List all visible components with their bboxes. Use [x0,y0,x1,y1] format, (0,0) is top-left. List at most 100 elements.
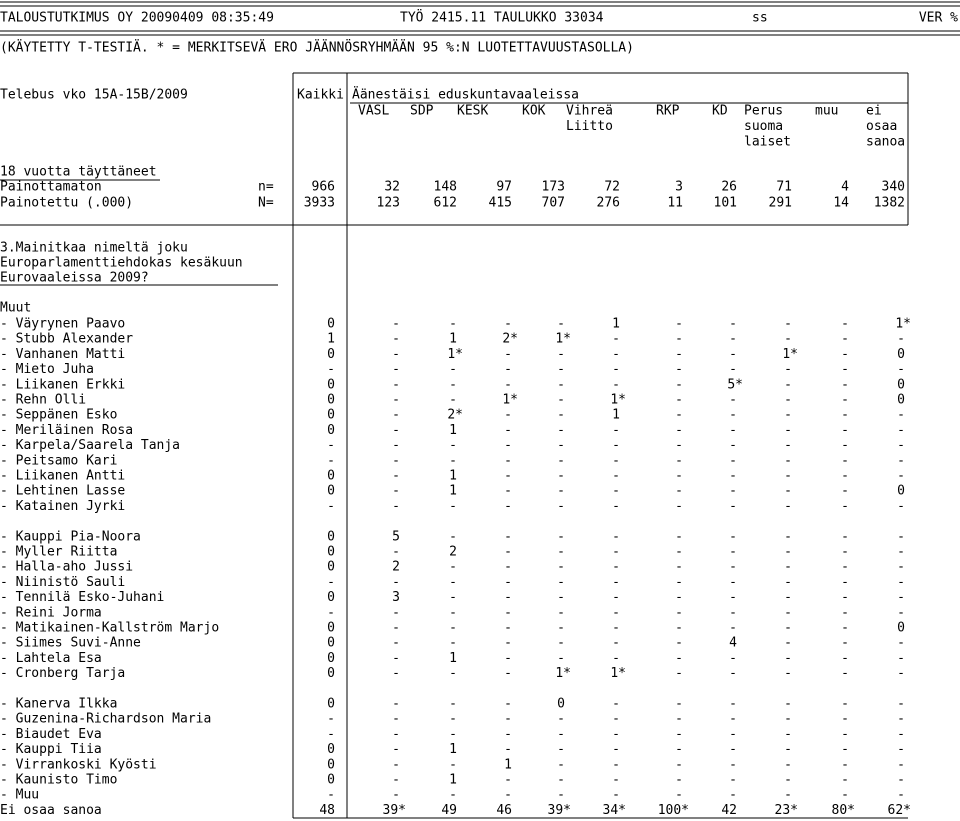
cell: - [675,377,683,392]
cell: - [612,727,620,742]
cell: - [557,757,565,772]
column-header: KOK [522,104,546,119]
cell: 3 [392,590,400,605]
cell: - [841,727,849,742]
cell: - [729,621,737,636]
cell: - [392,773,400,788]
cell: - [675,545,683,560]
cell: - [392,438,400,453]
column-header: Liitto [566,119,613,134]
column-header: VASL [358,104,389,119]
cell: 49 [441,803,457,818]
row-label: - Katainen Jyrki [0,499,125,514]
cell: - [729,347,737,362]
cell: - [784,545,792,560]
cell: - [784,651,792,666]
cell: - [612,499,620,514]
cell: - [392,453,400,468]
cell: 5 [392,529,400,544]
row-label: - Halla-aho Jussi [0,560,133,575]
cell: 1* [610,666,626,681]
cell: - [504,605,512,620]
column-header: KESK [457,104,488,119]
row-label: - Liikanen Erkki [0,377,125,392]
cell: - [392,651,400,666]
row-label: - Vanhanen Matti [0,347,125,362]
column-header: suoma [744,119,783,134]
cell: - [784,438,792,453]
cell: 4 [841,180,849,195]
cell: - [392,697,400,712]
cell: - [841,453,849,468]
cell: 707 [542,196,565,211]
cell: - [841,621,849,636]
cell: - [897,651,905,666]
total-label: Kaikki [297,88,344,103]
cell: - [841,393,849,408]
cell: 46 [496,803,512,818]
cell: - [675,529,683,544]
cell: - [675,605,683,620]
cell: - [612,362,620,377]
cell: - [784,529,792,544]
cell: - [675,636,683,651]
cell: 0 [897,484,905,499]
cell: - [612,697,620,712]
cell: - [557,545,565,560]
cell: - [841,712,849,727]
cell: - [504,560,512,575]
cell: - [841,575,849,590]
cell: 276 [597,196,620,211]
cell: - [504,317,512,332]
cell: 1 [327,332,335,347]
row-label: - Matikainen-Kallström Marjo [0,621,219,636]
cell: - [612,423,620,438]
row-label: - Cronberg Tarja [0,666,125,681]
cell: - [897,636,905,651]
cell: - [784,712,792,727]
cell: - [449,362,457,377]
cell: - [504,621,512,636]
row-label: - Seppänen Esko [0,408,117,423]
cell: - [784,408,792,423]
cell: 1* [610,393,626,408]
cell: - [504,590,512,605]
cell: - [841,560,849,575]
cell: - [729,484,737,499]
cell: - [841,332,849,347]
cell: - [557,438,565,453]
cell: - [557,484,565,499]
cell: - [841,773,849,788]
cell: - [612,377,620,392]
cell: - [729,788,737,803]
cell: - [784,499,792,514]
cell: - [675,453,683,468]
cell: 39* [383,803,406,818]
cell: - [392,362,400,377]
cell: 0 [327,651,335,666]
cell: - [841,757,849,772]
cell: - [504,575,512,590]
cell: - [504,529,512,544]
cell: - [841,423,849,438]
row-label: - Myller Riitta [0,545,117,560]
cell: - [612,712,620,727]
cell: - [897,408,905,423]
cell: - [449,788,457,803]
row-label: - Biaudet Eva [0,727,102,742]
cell: - [504,788,512,803]
column-header: Vihreä [566,104,613,119]
cell: - [841,469,849,484]
cell: - [612,636,620,651]
cell: - [897,575,905,590]
cell: - [784,742,792,757]
cell: - [504,666,512,681]
cell: 11 [667,196,683,211]
cell: - [729,438,737,453]
row-label: - Reini Jorma [0,605,102,620]
cell: - [675,757,683,772]
cell: 1* [555,666,571,681]
cell: - [504,697,512,712]
cell: - [729,712,737,727]
